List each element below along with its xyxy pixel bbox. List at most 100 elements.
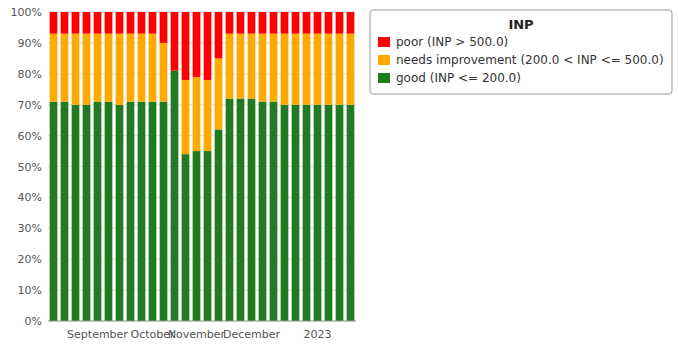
x-axis: SeptemberOctoberNovemberDecember2023: [48, 321, 356, 341]
bar-segment: [127, 102, 135, 321]
bar-segment: [281, 105, 289, 321]
bar-segment: [325, 105, 333, 321]
legend-swatch: [378, 37, 390, 47]
y-tick-label: 90%: [18, 37, 42, 50]
bar-segment: [127, 12, 135, 34]
bar-segment: [138, 34, 146, 102]
bar-segment: [292, 12, 300, 34]
bar-segment: [215, 12, 223, 58]
bar-segment: [248, 99, 256, 321]
bar-segment: [61, 34, 69, 102]
y-tick-label: 100%: [11, 6, 42, 19]
bar-segment: [325, 34, 333, 105]
bar-segment: [193, 77, 201, 151]
bar-segment: [325, 12, 333, 34]
legend-title: INP: [508, 17, 533, 32]
bar-segment: [215, 58, 223, 129]
bar-segment: [303, 34, 311, 105]
bars: [50, 12, 355, 321]
legend-label: poor (INP > 500.0): [396, 35, 508, 49]
bar-segment: [127, 34, 135, 102]
y-tick-label: 30%: [18, 222, 42, 235]
bar-segment: [215, 129, 223, 321]
bar-segment: [182, 80, 190, 154]
bar-segment: [160, 12, 168, 43]
grid-line: [48, 321, 356, 322]
bar-segment: [149, 34, 157, 102]
x-axis-line: [48, 321, 356, 322]
y-tick-label: 80%: [18, 68, 42, 81]
bar-segment: [83, 34, 91, 105]
bar-segment: [50, 12, 58, 34]
bar-segment: [138, 12, 146, 34]
bar-segment: [160, 43, 168, 102]
y-tick-label: 10%: [18, 284, 42, 297]
legend-swatch: [378, 73, 390, 83]
x-tick-label: November: [168, 328, 226, 341]
bar-segment: [72, 34, 80, 105]
bar-segment: [149, 12, 157, 34]
bar-segment: [237, 99, 245, 321]
bar-segment: [248, 12, 256, 34]
x-tick-label: September: [67, 328, 128, 341]
bar-segment: [61, 102, 69, 321]
bar-segment: [94, 34, 102, 102]
bar-segment: [314, 34, 322, 105]
legend-label: good (INP <= 200.0): [396, 71, 521, 85]
y-tick-label: 60%: [18, 130, 42, 143]
legend: INPpoor (INP > 500.0) needs improvement (…: [370, 10, 672, 94]
legend-frame: [370, 10, 672, 94]
y-tick-label: 50%: [18, 161, 42, 174]
bar-segment: [281, 12, 289, 34]
bar-segment: [105, 34, 113, 102]
y-tick-label: 70%: [18, 99, 42, 112]
bar-segment: [160, 102, 168, 321]
bar-segment: [336, 12, 344, 34]
grid: [48, 12, 356, 321]
bar-segment: [248, 34, 256, 99]
bar-segment: [116, 34, 124, 105]
bar-segment: [259, 34, 267, 102]
bar-segment: [171, 71, 179, 321]
bar-segment: [94, 12, 102, 34]
bar-segment: [281, 34, 289, 105]
bar-segment: [116, 105, 124, 321]
bar-segment: [347, 12, 355, 34]
bar-segment: [303, 12, 311, 34]
chart: INPpoor (INP > 500.0) needs improvement (…: [0, 0, 678, 353]
x-tick-label: 2023: [304, 328, 332, 341]
bar-segment: [204, 80, 212, 151]
legend-swatch: [378, 55, 390, 65]
bar-segment: [292, 34, 300, 105]
bar-segment: [237, 34, 245, 99]
y-tick-label: 20%: [18, 253, 42, 266]
y-axis: 0%10%20%30%40%50%60%70%80%90%100%: [11, 6, 42, 328]
y-tick-label: 0%: [25, 315, 42, 328]
bar-segment: [138, 102, 146, 321]
bar-segment: [149, 102, 157, 321]
bar-segment: [226, 34, 234, 99]
bar-segment: [105, 12, 113, 34]
bar-segment: [314, 105, 322, 321]
bar-segment: [61, 12, 69, 34]
bar-segment: [83, 105, 91, 321]
bar-segment: [94, 102, 102, 321]
bar-segment: [72, 12, 80, 34]
bar-segment: [171, 12, 179, 71]
bar-segment: [193, 151, 201, 321]
bar-segment: [336, 105, 344, 321]
x-tick-label: December: [223, 328, 281, 341]
bar-segment: [204, 12, 212, 80]
bar-segment: [292, 105, 300, 321]
bar-segment: [193, 12, 201, 77]
bar-segment: [314, 12, 322, 34]
bar-segment: [50, 34, 58, 102]
legend-label: needs improvement (200.0 < INP <= 500.0): [396, 53, 664, 67]
bar-segment: [226, 99, 234, 321]
bar-segment: [182, 154, 190, 321]
bar-segment: [204, 151, 212, 321]
bar-segment: [347, 105, 355, 321]
bar-segment: [226, 12, 234, 34]
bar-segment: [270, 12, 278, 34]
bar-segment: [182, 12, 190, 80]
